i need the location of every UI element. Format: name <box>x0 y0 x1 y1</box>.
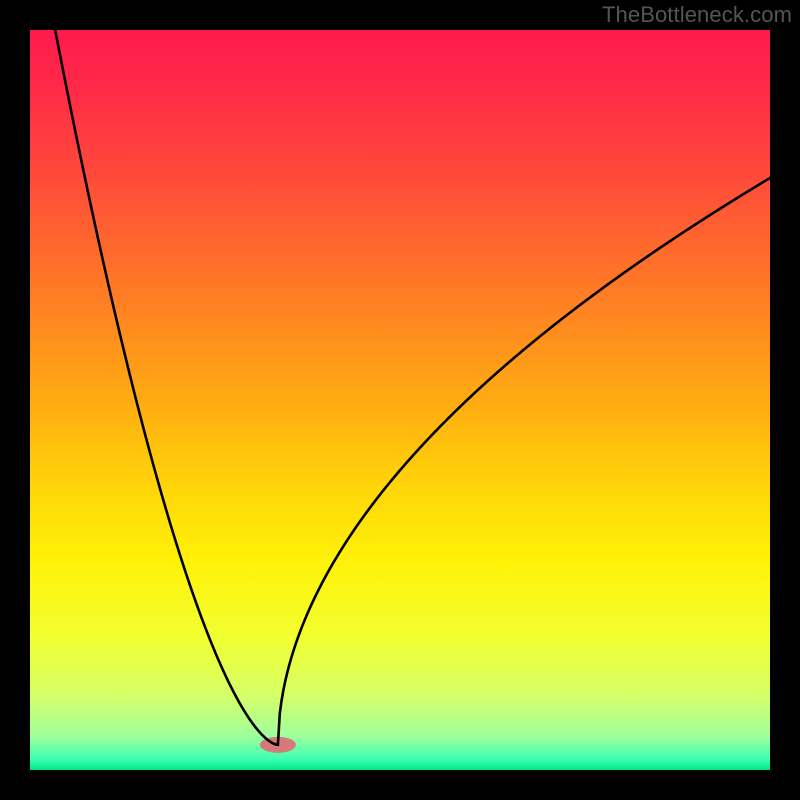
plot-background-gradient <box>30 30 770 770</box>
chart-svg <box>0 0 800 800</box>
chart-root: TheBottleneck.com <box>0 0 800 800</box>
watermark-text: TheBottleneck.com <box>602 2 792 28</box>
